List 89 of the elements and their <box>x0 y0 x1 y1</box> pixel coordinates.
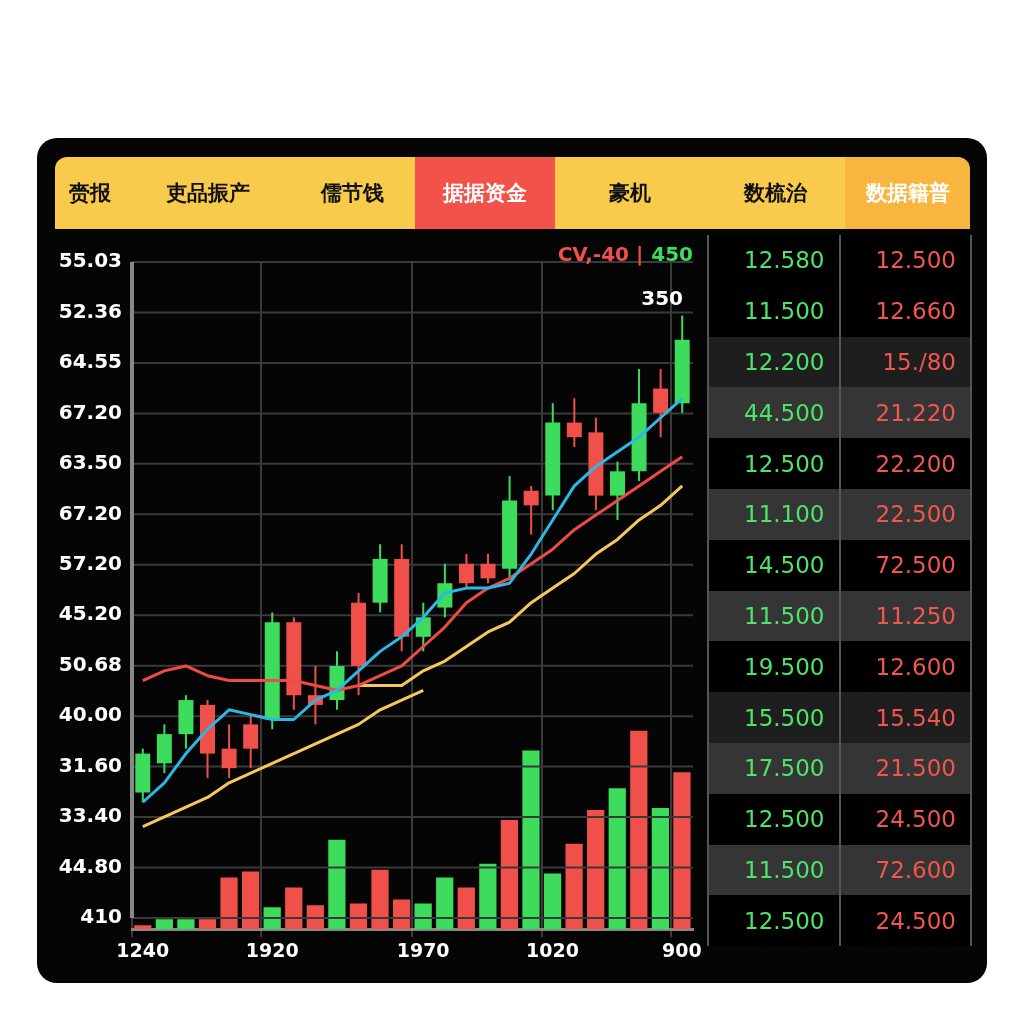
text: 57.20 <box>58 550 122 575</box>
bar <box>630 730 648 930</box>
text: 赍报 <box>55 157 125 229</box>
x-tick-label: 1970 <box>396 938 450 961</box>
bar <box>371 869 389 930</box>
bar <box>565 843 583 930</box>
text: 12.660 <box>875 298 956 325</box>
candlestick <box>415 601 431 653</box>
bar <box>306 905 324 930</box>
bar <box>349 903 368 930</box>
text: 15.540 <box>875 704 956 731</box>
text: 21.220 <box>875 399 956 426</box>
bar <box>241 871 260 930</box>
bar <box>587 810 605 930</box>
bar <box>285 887 303 930</box>
text: 据据资金 <box>415 157 555 229</box>
text: 19.500 <box>744 653 825 680</box>
text: 450 <box>651 242 693 267</box>
bar <box>328 839 346 930</box>
text: 72.500 <box>875 552 956 579</box>
text: 55.03 <box>58 248 122 273</box>
candlestick <box>523 484 539 536</box>
text: 44.80 <box>58 853 122 878</box>
text: 22.200 <box>875 450 956 477</box>
text: 11.500 <box>744 602 825 629</box>
bar <box>651 808 669 930</box>
bar <box>198 919 217 930</box>
bar <box>392 899 411 930</box>
bar <box>220 877 238 930</box>
candlestick <box>458 553 474 590</box>
text: 豪机 <box>555 157 705 229</box>
bar <box>436 877 454 930</box>
x-tick-label: 1020 <box>526 938 579 961</box>
text: 350 <box>641 286 683 311</box>
text: 吏品振产 <box>125 157 290 229</box>
bar <box>479 863 497 930</box>
text: 12.500 <box>744 450 825 477</box>
text: CV,-40 | <box>557 242 644 267</box>
text: 15./80 <box>882 348 956 375</box>
text: 410 <box>80 904 122 929</box>
text: 45.20 <box>58 601 122 626</box>
text: 21.500 <box>875 755 956 782</box>
text: 11.250 <box>875 602 956 629</box>
text: 33.40 <box>58 803 122 828</box>
text: 数梳治 <box>705 157 845 229</box>
text: 63.50 <box>58 450 122 475</box>
bar <box>673 772 691 930</box>
x-tick-label: 1240 <box>116 938 170 961</box>
candlestick <box>566 397 582 448</box>
bar <box>414 903 432 930</box>
candlestick <box>480 553 496 585</box>
bar <box>500 819 519 930</box>
text: 17.500 <box>744 755 825 782</box>
text: 24.500 <box>875 907 956 934</box>
text: 11.500 <box>744 856 825 883</box>
x-tick-label: 900 <box>662 938 702 961</box>
text: 14.500 <box>744 552 825 579</box>
text: 44.500 <box>744 399 825 426</box>
text: 12.600 <box>875 653 956 680</box>
text: 11.100 <box>744 501 825 528</box>
text: 50.68 <box>58 651 122 676</box>
text: 15.500 <box>744 704 825 731</box>
candlestick <box>221 723 237 779</box>
text: 12.500 <box>744 806 825 833</box>
text: 64.55 <box>58 349 122 374</box>
text: 12.200 <box>744 348 825 375</box>
text: 12.500 <box>744 907 825 934</box>
bar <box>155 919 173 930</box>
text: 67.20 <box>58 399 122 424</box>
text: 数据籍普 <box>845 157 970 229</box>
text: 11.500 <box>744 298 825 325</box>
text: 52.36 <box>58 298 122 323</box>
text: 40.00 <box>58 702 122 727</box>
text: 22.500 <box>875 501 956 528</box>
bar <box>522 750 540 930</box>
text: 72.600 <box>875 856 956 883</box>
bar <box>543 873 562 930</box>
text: 24.500 <box>875 806 956 833</box>
bar <box>457 887 475 930</box>
bar <box>134 925 152 930</box>
text: 12.500 <box>875 247 956 274</box>
bar <box>263 907 281 930</box>
text: 儒节饯 <box>290 157 415 229</box>
bar <box>177 919 195 930</box>
bar <box>608 788 626 930</box>
text: 12.580 <box>744 247 825 274</box>
x-tick-label: 1920 <box>245 938 299 961</box>
text: 31.60 <box>58 752 122 777</box>
text: 67.20 <box>58 500 122 525</box>
